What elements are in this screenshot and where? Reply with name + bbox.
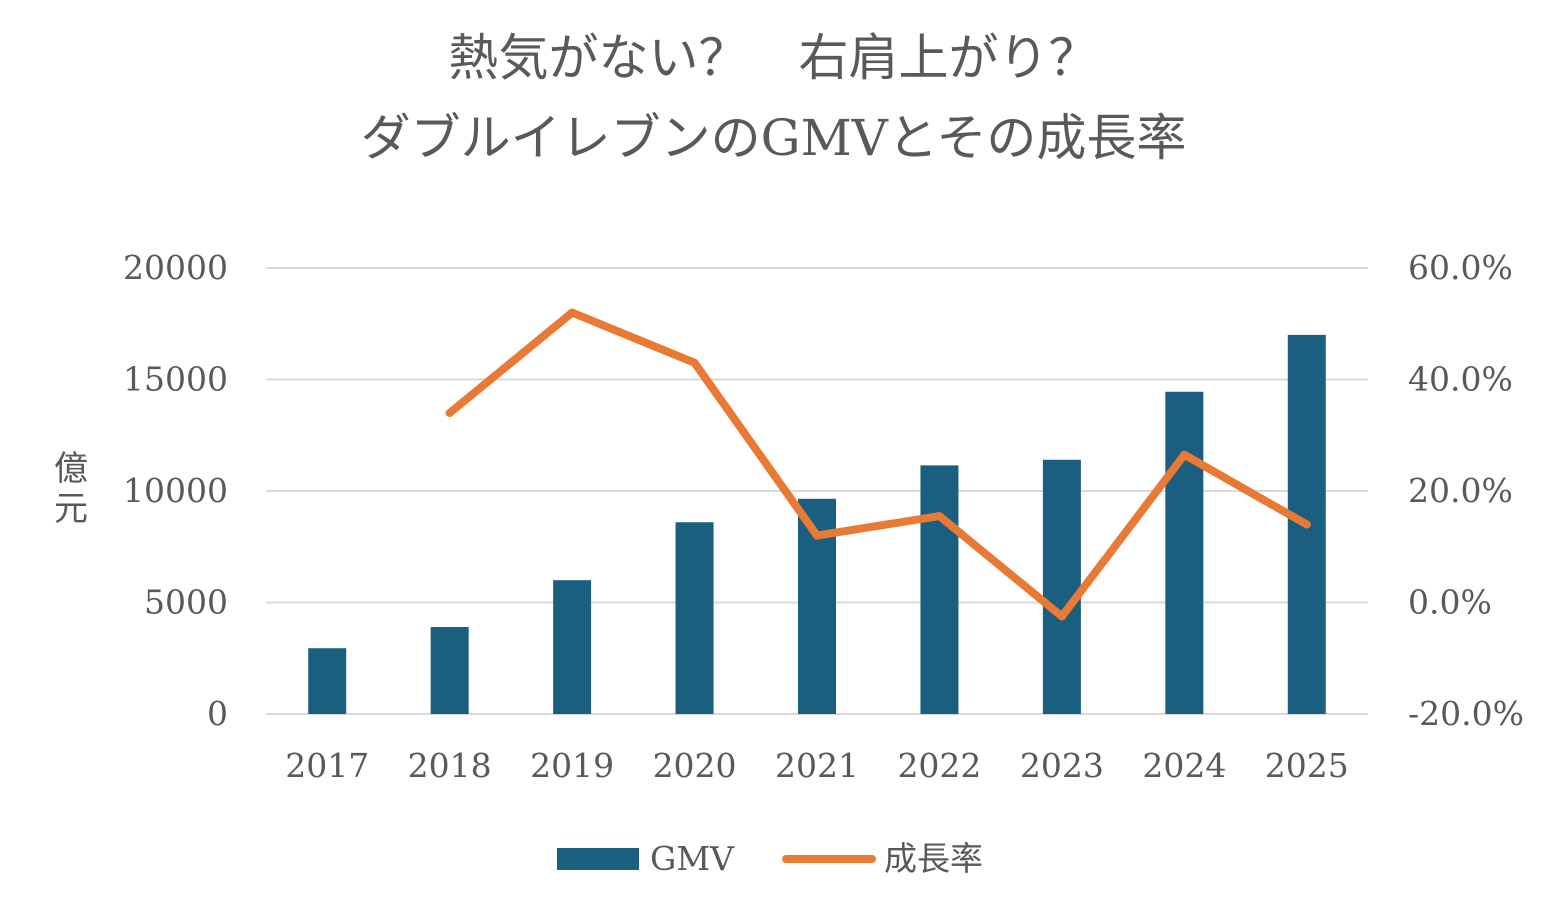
gmv-bar <box>675 522 714 714</box>
growth-rate-point <box>1302 520 1311 529</box>
growth-rate-point <box>813 531 821 540</box>
left-axis-tick-label: 10000 <box>123 471 228 510</box>
gmv-bar <box>1165 391 1204 714</box>
right-axis-tick-label: 20.0% <box>1408 471 1513 510</box>
y-axis-label: 億元 <box>54 449 88 529</box>
growth-rate-point <box>1180 450 1189 459</box>
x-axis-tick-label: 2021 <box>775 746 859 785</box>
legend-label-growth-rate: 成長率 <box>884 839 983 878</box>
growth-rate-point <box>445 408 454 417</box>
chart-title-line1: 熱気がない？ 右肩上がり？ <box>448 29 1099 87</box>
growth-rate-point <box>935 512 944 521</box>
left-axis-tick-label: 15000 <box>123 360 228 399</box>
growth-rate-point <box>568 308 577 317</box>
right-axis-tick-label: 0.0% <box>1408 583 1492 622</box>
left-axis-ticks: 0 5000 10000 15000 20000 <box>123 248 228 733</box>
x-axis-tick-label: 2017 <box>285 746 369 785</box>
chart-title: 熱気がない？ 右肩上がり？ ダブルイレブンのGMVとその成長率 <box>0 18 1547 178</box>
right-axis-ticks: -20.0% 0.0% 20.0% 40.0% 60.0% <box>1408 248 1524 733</box>
left-axis-tick-label: 5000 <box>144 583 228 622</box>
x-axis-tick-label: 2019 <box>530 746 614 785</box>
growth-rate-point <box>690 358 699 367</box>
gmv-bar <box>553 580 592 714</box>
gmv-bar <box>308 648 347 714</box>
x-axis-tick-label: 2023 <box>1020 746 1104 785</box>
x-axis-tick-label: 2018 <box>408 746 492 785</box>
right-axis-tick-label: -20.0% <box>1408 694 1524 733</box>
legend-label-gmv: GMV <box>650 839 735 878</box>
gmv-bar <box>1042 459 1081 714</box>
gmv-bar <box>430 627 469 714</box>
x-axis-tick-label: 2024 <box>1142 746 1226 785</box>
growth-rate-point <box>1057 612 1066 621</box>
gmv-bar <box>920 465 959 714</box>
right-axis-tick-label: 60.0% <box>1408 248 1513 287</box>
x-axis-tick-label: 2022 <box>897 746 981 785</box>
left-axis-tick-label: 20000 <box>123 248 228 287</box>
chart-title-line2: ダブルイレブンのGMVとその成長率 <box>360 109 1187 167</box>
legend-swatch-gmv <box>557 848 639 870</box>
x-axis-tick-label: 2020 <box>653 746 737 785</box>
x-axis-tick-label: 2025 <box>1265 746 1349 785</box>
y-axis-label-char: 元 <box>54 489 88 529</box>
left-axis-tick-label: 0 <box>207 694 228 733</box>
y-axis-label-char: 億 <box>54 449 88 489</box>
growth-rate-line <box>445 308 1311 621</box>
gmv-bars <box>308 334 1326 714</box>
growth-rate-series-line <box>445 308 1311 621</box>
right-axis-tick-label: 40.0% <box>1408 360 1513 399</box>
legend: GMV 成長率 <box>557 839 983 878</box>
x-axis-ticks: 2017 2018 2019 2020 2021 2022 2023 2024 2025 <box>285 746 1349 785</box>
